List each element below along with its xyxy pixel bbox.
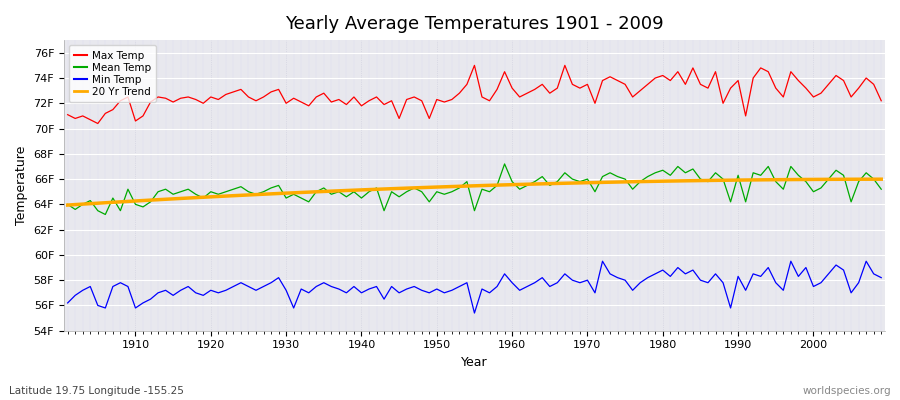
Title: Yearly Average Temperatures 1901 - 2009: Yearly Average Temperatures 1901 - 2009 <box>285 15 664 33</box>
Legend: Max Temp, Mean Temp, Min Temp, 20 Yr Trend: Max Temp, Mean Temp, Min Temp, 20 Yr Tre… <box>69 45 157 102</box>
Y-axis label: Temperature: Temperature <box>15 146 28 225</box>
Text: Latitude 19.75 Longitude -155.25: Latitude 19.75 Longitude -155.25 <box>9 386 184 396</box>
X-axis label: Year: Year <box>461 356 488 369</box>
Text: worldspecies.org: worldspecies.org <box>803 386 891 396</box>
